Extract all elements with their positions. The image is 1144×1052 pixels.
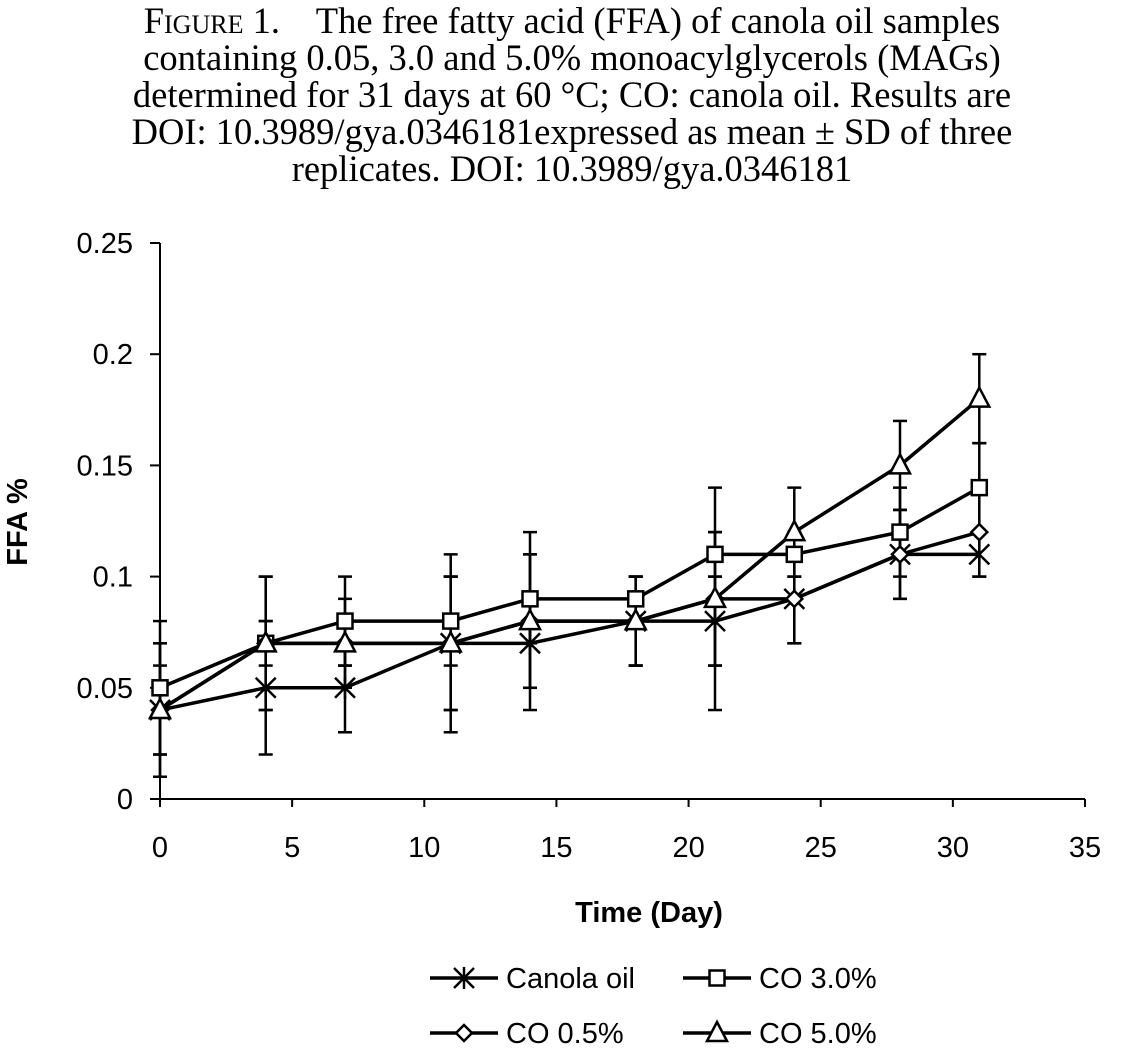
data-point-triangle — [887, 451, 913, 475]
data-point-star — [704, 610, 726, 633]
triangle-marker-shape — [782, 518, 807, 542]
caption-line-2: containing 0.05, 3.0 and 5.0% monoacylgl… — [143, 37, 1001, 78]
data-point-diamond — [969, 522, 990, 542]
data-point-diamond — [784, 589, 805, 609]
figure-caption: Figure 1. The free fatty acid (FFA) of c… — [0, 2, 1144, 187]
data-point-square — [336, 612, 354, 630]
caption-label: Figure 1. — [143, 0, 280, 41]
triangle-marker-shape — [332, 629, 358, 653]
square-marker-shape — [891, 523, 909, 541]
legend-marker-square — [708, 969, 726, 987]
data-point-triangle — [517, 607, 543, 631]
x-tick-label: 5 — [284, 832, 300, 864]
legend-marker-star — [453, 967, 475, 989]
legend-entry: CO 3.0% — [683, 963, 877, 995]
x-tick-label: 15 — [540, 832, 572, 864]
series-line — [159, 397, 981, 712]
chart-legend: Canola oil CO 3.0% CO 0.5% CO 5.0% — [430, 963, 877, 1050]
series-lines — [159, 397, 981, 712]
data-point-triangle — [253, 629, 278, 653]
data-point-diamond — [890, 544, 910, 565]
data-point-triangle — [438, 629, 463, 653]
x-tick-label: 0 — [152, 832, 168, 864]
x-tick-label: 10 — [408, 832, 440, 864]
x-tick-label: 20 — [672, 832, 704, 864]
caption-line-5: replicates. DOI: 10.3989/gya.0346181 — [291, 148, 853, 189]
square-marker-shape — [626, 590, 645, 608]
square-marker-shape — [521, 590, 539, 608]
data-point-square — [891, 523, 909, 541]
triangle-marker-shape — [438, 629, 463, 653]
data-point-triangle — [623, 607, 648, 631]
legend-marker-diamond — [454, 1023, 474, 1043]
triangle-marker-shape — [702, 585, 728, 609]
data-point-triangle — [332, 629, 358, 653]
data-point-square — [441, 612, 460, 630]
x-tick-label: 30 — [937, 832, 969, 864]
data-point-triangle — [702, 585, 728, 609]
legend-label: CO 5.0% — [759, 1018, 877, 1050]
y-tick-label: 0.2 — [93, 339, 133, 371]
y-tick-label: 0.05 — [77, 673, 133, 705]
square-marker-shape — [708, 969, 726, 987]
diamond-marker-shape — [890, 544, 910, 565]
series-line — [159, 486, 981, 690]
chart-axes: 0 5 10 15 20 25 30 35 0 0.05 0.1 0.15 0.2 0.25 — [77, 228, 1102, 864]
x-axis-label: Time (Day) — [575, 897, 723, 929]
series-line — [159, 552, 980, 712]
legend-label: Canola oil — [506, 963, 635, 995]
y-axis-label: FFA % — [2, 478, 34, 566]
data-point-square — [785, 545, 804, 564]
legend-entry: CO 5.0% — [683, 1018, 877, 1050]
diamond-marker-shape — [784, 589, 805, 609]
legend-label: CO 3.0% — [759, 963, 877, 995]
caption-line-3: determined for 31 days at 60 °C; CO: can… — [132, 74, 1012, 115]
data-point-star — [519, 632, 541, 655]
legend-entry: Canola oil — [430, 963, 635, 995]
x-tick-label: 35 — [1069, 832, 1101, 864]
data-point-square — [626, 590, 645, 608]
caption-text-1: The free fatty acid (FFA) of canola oil … — [315, 0, 1001, 41]
square-marker-shape — [706, 545, 724, 564]
legend-entry: CO 0.5% — [430, 1018, 624, 1050]
data-point-triangle — [147, 696, 173, 720]
square-marker-shape — [441, 612, 460, 630]
data-point-triangle — [967, 384, 992, 408]
data-point-star — [968, 543, 991, 566]
triangle-marker-shape — [623, 607, 648, 631]
x-tick-label: 25 — [805, 832, 837, 864]
data-point-square — [706, 545, 724, 564]
caption-line-1: Figure 1. The free fatty acid (FFA) of c… — [0, 2, 1144, 39]
legend-label: CO 0.5% — [506, 1018, 624, 1050]
y-tick-label: 0 — [117, 784, 133, 816]
triangle-marker-shape — [147, 696, 173, 720]
data-point-square — [151, 679, 169, 697]
series-markers — [147, 384, 992, 722]
triangle-marker-shape — [887, 451, 913, 475]
y-tick-label: 0.15 — [77, 450, 133, 482]
caption-line-4: DOI: 10.3989/gya.0346181expressed as mea… — [131, 111, 1013, 152]
y-tick-label: 0.25 — [77, 228, 133, 260]
triangle-marker-shape — [253, 629, 278, 653]
data-point-star — [334, 676, 356, 699]
triangle-marker-shape — [967, 384, 992, 408]
diamond-marker-shape — [969, 522, 990, 542]
triangle-marker-shape — [704, 1019, 730, 1043]
square-marker-shape — [151, 679, 169, 697]
triangle-marker-shape — [517, 607, 543, 631]
square-marker-shape — [336, 612, 354, 630]
data-point-square — [521, 590, 539, 608]
data-point-triangle — [782, 518, 807, 542]
data-point-star — [254, 676, 277, 699]
square-marker-shape — [970, 478, 989, 497]
diamond-marker-shape — [454, 1023, 474, 1043]
legend-marker-triangle — [704, 1019, 730, 1043]
error-bars — [153, 352, 987, 779]
y-tick-label: 0.1 — [93, 562, 133, 594]
square-marker-shape — [785, 545, 804, 564]
data-point-square — [970, 478, 989, 497]
